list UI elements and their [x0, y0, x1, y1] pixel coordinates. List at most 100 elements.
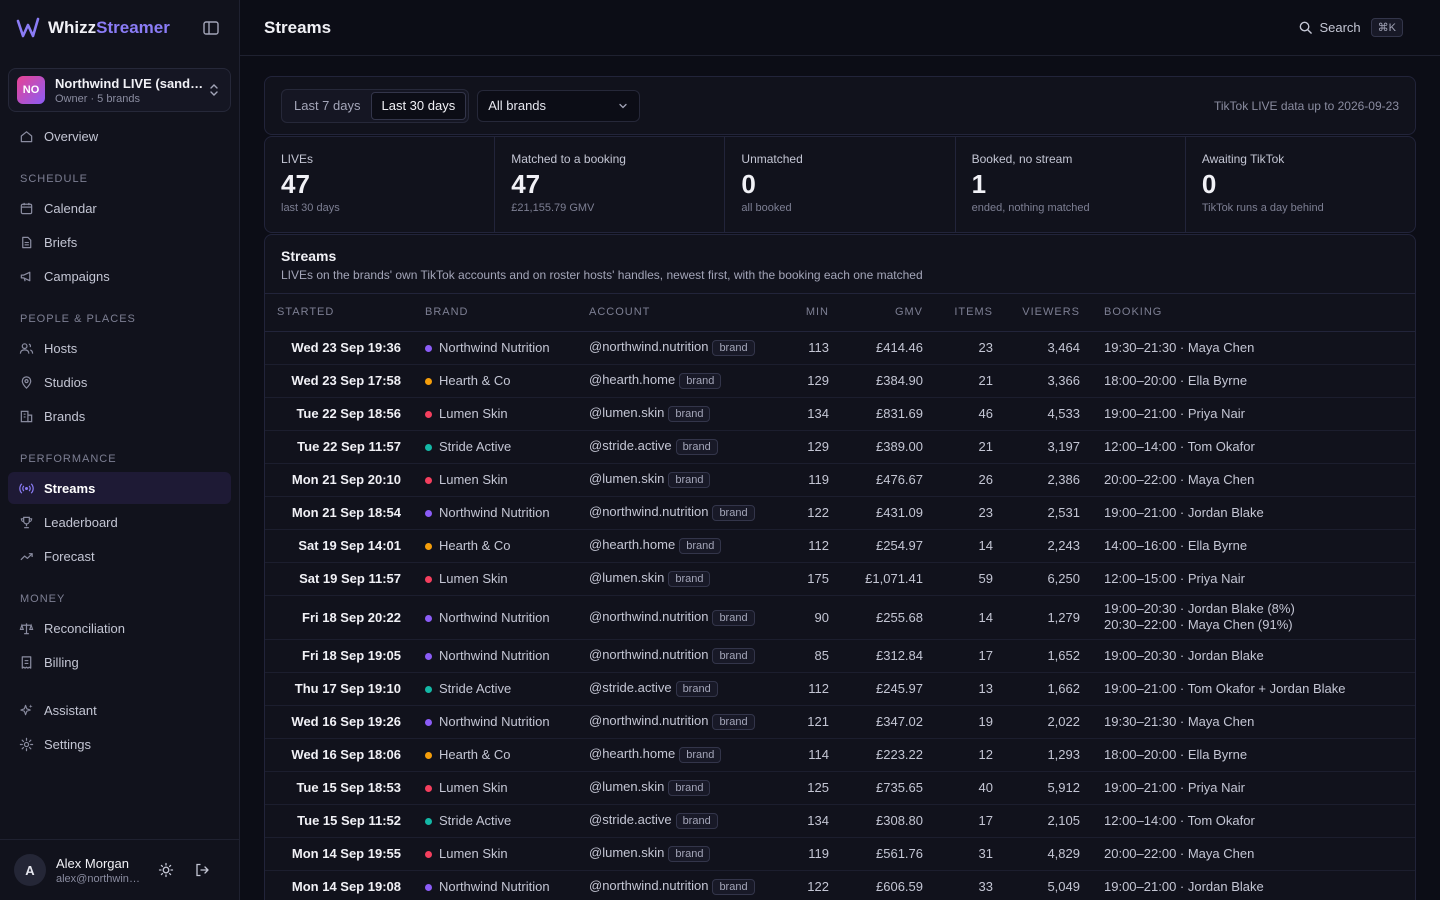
- avatar[interactable]: A: [14, 854, 46, 886]
- sidebar-item-reconciliation[interactable]: Reconciliation: [8, 612, 231, 644]
- brand-color-dot: [425, 378, 432, 386]
- table-row[interactable]: Fri 18 Sep 20:22 Northwind Nutrition @nort…: [265, 595, 1415, 640]
- brand-color-dot: [425, 444, 432, 452]
- cell-items: 46: [923, 397, 993, 431]
- brand-select[interactable]: All brands: [477, 89, 641, 122]
- table-row[interactable]: Wed 16 Sep 18:06 Hearth & Co @hearth.home b…: [265, 738, 1415, 772]
- cell-account: @lumen.skin brand: [577, 463, 777, 497]
- user-profile: A Alex Morgan alex@northwind.example: [0, 839, 239, 900]
- column-gmv[interactable]: GMV: [829, 294, 923, 332]
- cell-booking: 14:00–16:00 · Ella Byrne: [1080, 529, 1415, 563]
- cell-items: 21: [923, 430, 993, 464]
- cell-brand: Stride Active: [413, 672, 577, 706]
- table-row[interactable]: Mon 14 Sep 19:08 Northwind Nutrition @nort…: [265, 870, 1415, 900]
- sidebar-item-billing[interactable]: Billing: [8, 646, 231, 678]
- cell-started: Mon 21 Sep 18:54: [265, 496, 413, 530]
- column-viewers[interactable]: Viewers: [993, 294, 1080, 332]
- broadcast-icon: [18, 480, 34, 496]
- sidebar-item-calendar[interactable]: Calendar: [8, 192, 231, 224]
- scales-icon: [18, 620, 34, 636]
- table-row[interactable]: Mon 21 Sep 18:54 Northwind Nutrition @nort…: [265, 496, 1415, 530]
- sidebar-toggle-icon[interactable]: [199, 16, 223, 40]
- cell-brand: Northwind Nutrition: [413, 595, 577, 640]
- column-items[interactable]: Items: [923, 294, 993, 332]
- column-min[interactable]: Min: [777, 294, 829, 332]
- account-type-badge: brand: [668, 406, 711, 422]
- search-button[interactable]: Search ⌘K: [1298, 18, 1403, 37]
- table-row[interactable]: Sat 19 Sep 11:57 Lumen Skin @lumen.skin bra…: [265, 562, 1415, 596]
- account-type-badge: brand: [679, 538, 722, 554]
- streams-panel: Streams LIVEs on the brands' own TikTok …: [264, 234, 1416, 900]
- sidebar-nav: Overview SCHEDULE Calendar Briefs Campai…: [8, 120, 231, 760]
- gear-icon: [18, 736, 34, 752]
- table-row[interactable]: Mon 14 Sep 19:55 Lumen Skin @lumen.skin bra…: [265, 837, 1415, 871]
- sidebar-item-briefs[interactable]: Briefs: [8, 226, 231, 258]
- table-row[interactable]: Wed 23 Sep 17:58 Hearth & Co @hearth.home b…: [265, 364, 1415, 398]
- stat-awaiting-tiktok: Awaiting TikTok 0 TikTok runs a day behi…: [1201, 152, 1324, 214]
- sidebar-item-hosts[interactable]: Hosts: [8, 332, 231, 364]
- data-freshness-note: TikTok LIVE data up to 2026-09-23: [1213, 98, 1399, 113]
- table-row[interactable]: Mon 21 Sep 20:10 Lumen Skin @lumen.skin bra…: [265, 463, 1415, 497]
- cell-brand: Northwind Nutrition: [413, 331, 577, 365]
- trend-up-icon: [18, 548, 34, 564]
- sidebar-item-settings[interactable]: Settings: [8, 728, 231, 760]
- cell-items: 17: [923, 639, 993, 673]
- cell-viewers: 2,022: [993, 705, 1080, 739]
- brand-select-value: All brands: [488, 98, 547, 113]
- range-7-days-button[interactable]: Last 7 days: [294, 98, 361, 113]
- cell-started: Mon 14 Sep 19:55: [265, 837, 413, 871]
- theme-toggle-icon[interactable]: [152, 856, 180, 884]
- stat-matched: Matched to a booking 47 £21,155.79 GMV: [495, 137, 726, 232]
- nav-section-schedule: SCHEDULE: [20, 173, 88, 185]
- column-booking[interactable]: Booking: [1080, 294, 1415, 332]
- sidebar-item-assistant[interactable]: Assistant: [8, 694, 231, 726]
- cell-viewers: 3,464: [993, 331, 1080, 365]
- account-type-badge: brand: [712, 609, 755, 626]
- cell-brand: Lumen Skin: [413, 562, 577, 596]
- user-name: Alex Morgan: [56, 855, 129, 871]
- account-type-badge: brand: [712, 714, 755, 730]
- cell-account: @northwind.nutrition brand: [577, 705, 777, 739]
- cell-account: @lumen.skin brand: [577, 562, 777, 596]
- cell-booking: 19:30–21:30 · Maya Chen: [1080, 705, 1415, 739]
- sidebar-item-brands[interactable]: Brands: [8, 400, 231, 432]
- column-account[interactable]: Account: [577, 294, 777, 332]
- sidebar-item-overview[interactable]: Overview: [8, 120, 231, 152]
- panel-title: Streams: [281, 248, 337, 264]
- cell-items: 19: [923, 705, 993, 739]
- cell-min: 122: [777, 496, 829, 530]
- cell-min: 122: [777, 870, 829, 900]
- cell-booking: 20:00–22:00 · Maya Chen: [1080, 463, 1415, 497]
- table-row[interactable]: Tue 15 Sep 11:52 Stride Active @stride.act…: [265, 804, 1415, 838]
- workspace-role: Owner · 5 brands: [55, 92, 140, 105]
- table-row[interactable]: Tue 15 Sep 18:53 Lumen Skin @lumen.skin bra…: [265, 771, 1415, 805]
- cell-items: 21: [923, 364, 993, 398]
- table-row[interactable]: Fri 18 Sep 19:05 Northwind Nutrition @nort…: [265, 639, 1415, 673]
- sidebar-item-streams[interactable]: Streams: [8, 472, 231, 504]
- cell-booking: 12:00–14:00 · Tom Okafor: [1080, 430, 1415, 464]
- sidebar-item-studios[interactable]: Studios: [8, 366, 231, 398]
- workspace-switcher[interactable]: NO Northwind LIVE (sandbox) Owner · 5 br…: [8, 68, 231, 112]
- logout-icon[interactable]: [188, 856, 216, 884]
- table-row[interactable]: Thu 17 Sep 19:10 Stride Active @stride.act…: [265, 672, 1415, 706]
- table-row[interactable]: Tue 22 Sep 18:56 Lumen Skin @lumen.skin bra…: [265, 397, 1415, 431]
- column-brand[interactable]: Brand: [413, 294, 577, 332]
- sidebar-item-forecast[interactable]: Forecast: [8, 540, 231, 572]
- cell-brand: Lumen Skin: [413, 771, 577, 805]
- cell-min: 85: [777, 639, 829, 673]
- stats-row: LIVEs 47 last 30 days Matched to a booki…: [264, 136, 1416, 233]
- range-30-days-button[interactable]: Last 30 days: [370, 91, 467, 120]
- sidebar-item-campaigns[interactable]: Campaigns: [8, 260, 231, 292]
- sidebar-item-leaderboard[interactable]: Leaderboard: [8, 506, 231, 538]
- cell-min: 121: [777, 705, 829, 739]
- table-row[interactable]: Wed 23 Sep 19:36 Northwind Nutrition @nort…: [265, 331, 1415, 365]
- cell-viewers: 1,279: [993, 595, 1080, 640]
- table-row[interactable]: Sat 19 Sep 14:01 Hearth & Co @hearth.home b…: [265, 529, 1415, 563]
- cell-items: 59: [923, 562, 993, 596]
- cell-brand: Northwind Nutrition: [413, 870, 577, 900]
- table-row[interactable]: Wed 16 Sep 19:26 Northwind Nutrition @nort…: [265, 705, 1415, 739]
- column-started[interactable]: Started: [265, 294, 413, 332]
- table-row[interactable]: Tue 22 Sep 11:57 Stride Active @stride.act…: [265, 430, 1415, 464]
- cell-min: 134: [777, 397, 829, 431]
- brand-color-dot: [425, 785, 432, 793]
